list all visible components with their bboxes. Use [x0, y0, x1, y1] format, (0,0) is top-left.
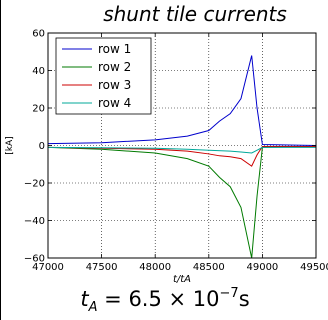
caption-exponent: −7 — [219, 286, 239, 301]
caption-symbol: t — [80, 287, 89, 311]
caption-subscript: A — [88, 300, 98, 315]
legend-label-1: row 1 — [98, 42, 131, 56]
y-tick-label: 0 — [39, 141, 45, 152]
chart-title: shunt tile currents — [103, 2, 287, 26]
y-tick-label: −20 — [24, 179, 45, 190]
y-axis-label: [kA] — [5, 136, 15, 154]
x-axis-label: t/tA — [173, 274, 191, 285]
x-tick-label: 49000 — [246, 262, 278, 273]
x-tick-label: 47000 — [32, 262, 64, 273]
time-scale-caption: tA = 6.5 × 10−7s — [40, 286, 290, 315]
legend-label-2: row 2 — [98, 60, 131, 74]
x-tick-label: 48500 — [193, 262, 225, 273]
series-line-2 — [47, 145, 317, 259]
series-line-3 — [47, 145, 316, 167]
legend-label-4: row 4 — [98, 96, 131, 110]
x-tick-label: 47500 — [86, 262, 118, 273]
series-line-1 — [47, 55, 317, 146]
x-tick-label: 49500 — [300, 262, 328, 273]
y-tick-label: −60 — [24, 254, 45, 265]
caption-equation: = 6.5 × 10 — [97, 287, 220, 311]
legend-box — [55, 37, 152, 115]
series-line-4 — [47, 146, 316, 154]
x-tick-label: 48000 — [139, 262, 171, 273]
y-tick-label: 20 — [32, 104, 45, 115]
y-tick-label: 60 — [32, 29, 45, 40]
y-tick-label: −40 — [24, 216, 45, 227]
caption-unit: s — [238, 287, 250, 311]
y-tick-label: 40 — [32, 66, 45, 77]
slide-edge-line — [0, 0, 1, 320]
legend-label-3: row 3 — [98, 78, 131, 92]
